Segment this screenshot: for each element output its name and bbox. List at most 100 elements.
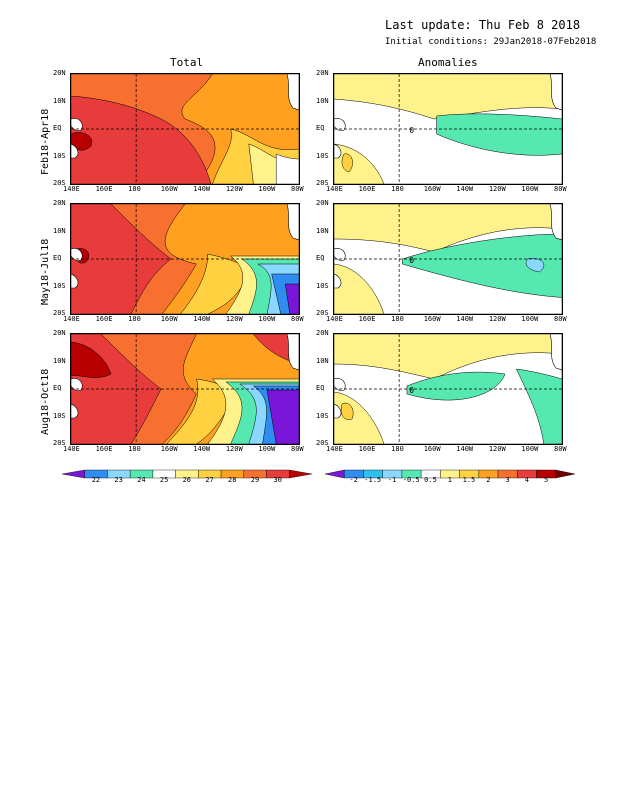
y-tick-label: 20S <box>53 309 66 317</box>
contour-region <box>525 258 545 273</box>
y-tick-label: EQ <box>316 254 325 262</box>
land-mask <box>286 204 299 241</box>
anomaly-map-panel: 0 <box>333 73 563 185</box>
colorbar-label: -1 <box>387 476 397 484</box>
x-tick-label: 160E <box>358 185 376 193</box>
x-tick-label: 140E <box>326 315 343 323</box>
colorbar-label: 27 <box>205 476 214 484</box>
y-tick-label: 10N <box>316 226 329 235</box>
x-tick-label: 160W <box>160 315 178 323</box>
y-tick-label: 10S <box>316 281 329 290</box>
contour-region <box>253 334 299 365</box>
land-mask <box>71 378 83 419</box>
anomaly-map-panel: 0 <box>333 333 563 445</box>
x-tick-label: 160E <box>358 445 376 453</box>
land-mask <box>334 248 346 289</box>
x-tick-label: 140W <box>193 315 211 323</box>
sst-anomaly-contours: 0 <box>334 204 562 314</box>
y-tick-label: 20N <box>53 329 66 337</box>
colorbar-label: -1.5 <box>364 476 382 484</box>
y-tick-label: EQ <box>316 384 325 392</box>
y-tick-label: 20S <box>316 309 329 317</box>
land-mask <box>549 204 562 241</box>
colorbar-swatch <box>61 469 85 479</box>
x-tick-label: 140E <box>63 445 80 453</box>
land-mask <box>286 334 299 371</box>
contour-label: 0 <box>409 126 414 135</box>
colorbar-label: 23 <box>114 476 123 484</box>
y-tick-label: EQ <box>316 124 325 132</box>
contour-region <box>340 402 354 420</box>
colorbar-label: 5 <box>543 476 549 484</box>
contour-region <box>515 368 562 444</box>
contour-region <box>285 283 299 314</box>
row-label: Feb18-Apr18 <box>40 108 51 175</box>
y-tick-label: 20S <box>316 179 329 187</box>
y-tick-label: 20N <box>316 329 329 337</box>
x-tick-label: 180 <box>128 185 141 193</box>
colorbar-label: 4 <box>524 476 529 484</box>
x-tick-label: 160W <box>160 445 178 453</box>
y-tick-label: 10N <box>53 226 66 235</box>
colorbar-label: 0.5 <box>424 476 437 484</box>
x-tick-label: 80W <box>291 185 304 193</box>
x-tick-label: 140E <box>326 185 343 193</box>
x-tick-label: 80W <box>554 315 567 323</box>
x-tick-label: 100W <box>258 445 276 453</box>
contour-region <box>180 253 250 314</box>
row-label: Aug18-Oct18 <box>40 368 51 435</box>
x-tick-label: 120W <box>225 185 243 193</box>
y-tick-label: 10S <box>53 281 66 290</box>
y-tick-label: 10N <box>316 96 329 105</box>
x-tick-label: 100W <box>258 185 276 193</box>
x-tick-label: 180 <box>391 185 404 193</box>
sst-total-contours <box>71 204 299 314</box>
contour-region <box>71 95 212 184</box>
x-tick-label: 120W <box>488 185 506 193</box>
land-mask <box>71 118 83 159</box>
y-tick-label: 20S <box>53 439 66 447</box>
colorbar-label: -2 <box>349 476 358 484</box>
x-tick-label: 160E <box>95 185 113 193</box>
x-tick-label: 180 <box>391 445 404 453</box>
contour-region <box>406 371 506 401</box>
colorbar-label: 26 <box>182 476 192 484</box>
x-tick-label: 140E <box>63 315 80 323</box>
colorbar-swatch <box>324 469 345 479</box>
y-tick-label: 20N <box>53 199 66 207</box>
colorbar-label: 28 <box>228 476 237 484</box>
x-tick-label: 80W <box>291 315 304 323</box>
colorbar-label: 25 <box>159 476 169 484</box>
x-tick-label: 160E <box>95 315 113 323</box>
x-tick-label: 100W <box>521 445 539 453</box>
x-tick-label: 180 <box>128 445 141 453</box>
x-tick-label: 140W <box>456 185 474 193</box>
y-tick-label: 10N <box>53 356 66 365</box>
x-tick-label: 160W <box>423 445 441 453</box>
colorbar-label: 24 <box>137 476 146 484</box>
land-mask <box>71 248 83 289</box>
x-tick-label: 140E <box>326 445 343 453</box>
row-label: May18-Jul18 <box>40 238 51 305</box>
last-update-text: Last update: Thu Feb 8 2018 <box>385 18 581 32</box>
y-tick-label: 10N <box>316 356 329 365</box>
contour-region <box>266 389 299 444</box>
sst-anomaly-contours: 0 <box>334 74 562 184</box>
colorbar-label: -0.5 <box>402 476 420 484</box>
colorbar-swatch <box>555 469 576 479</box>
x-tick-label: 180 <box>391 315 404 323</box>
total-colorbar: 22 23 24 25 26 27 28 29 30 <box>61 464 313 486</box>
y-tick-label: 20N <box>316 199 329 207</box>
x-tick-label: 100W <box>521 315 539 323</box>
contour-region <box>341 153 353 173</box>
y-tick-label: 10S <box>316 151 329 160</box>
y-tick-label: 10N <box>53 96 66 105</box>
land-mask <box>334 118 346 159</box>
x-tick-label: 80W <box>554 445 567 453</box>
x-tick-label: 100W <box>521 185 539 193</box>
y-tick-label: 20S <box>53 179 66 187</box>
colorbar-label: 30 <box>273 476 282 484</box>
sst-anomaly-contours: 0 <box>334 334 562 444</box>
colorbar-label: 1.5 <box>462 476 476 484</box>
contour-region <box>275 153 299 184</box>
